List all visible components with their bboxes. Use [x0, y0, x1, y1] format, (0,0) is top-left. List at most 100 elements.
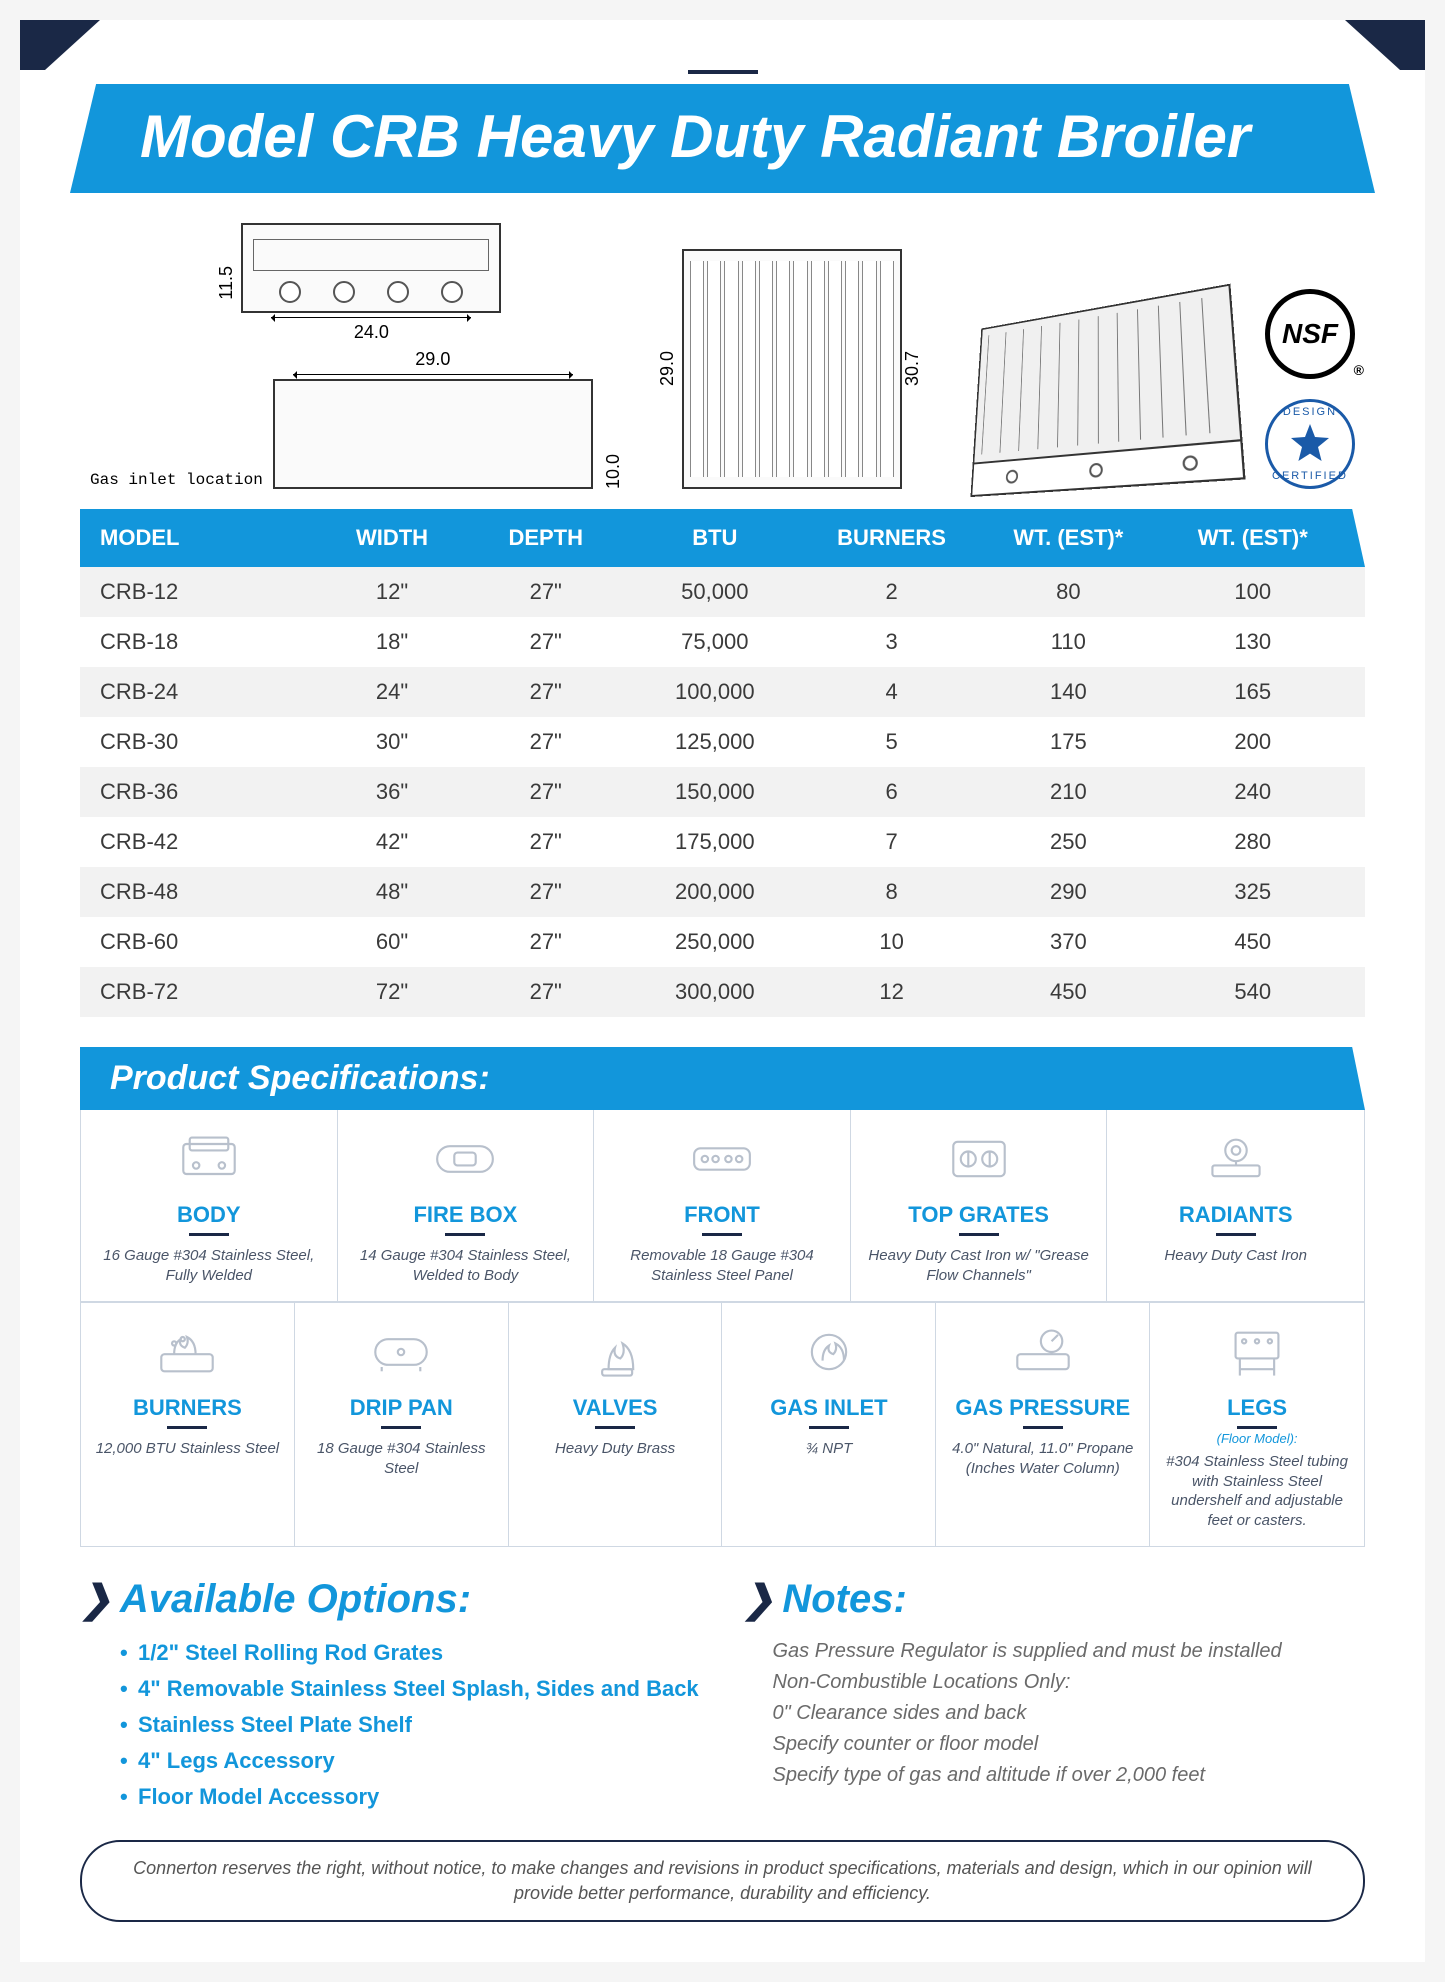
option-item: 4" Removable Stainless Steel Splash, Sid…: [120, 1676, 703, 1702]
table-cell: 3: [807, 629, 976, 655]
table-cell: 290: [976, 879, 1160, 905]
table-cell: 60": [315, 929, 469, 955]
spec-card-title: BURNERS: [133, 1395, 242, 1429]
spec-card-desc: 12,000 BTU Stainless Steel: [96, 1439, 279, 1459]
side-height-dim: 10.0: [603, 454, 624, 489]
table-cell: 18": [315, 629, 469, 655]
table-cell: 27": [469, 829, 623, 855]
table-cell: CRB-18: [100, 629, 315, 655]
notes-column: ❯ Notes: Gas Pressure Regulator is suppl…: [743, 1577, 1366, 1820]
diagram-row: 11.5 24.0 Gas inlet location 29.0 10.0: [20, 213, 1425, 509]
spec-card-title: RADIANTS: [1179, 1202, 1293, 1236]
table-cell: CRB-36: [100, 779, 315, 805]
table-cell: CRB-24: [100, 679, 315, 705]
spec-card-title: VALVES: [573, 1395, 658, 1429]
table-cell: 280: [1161, 829, 1345, 855]
table-cell: 240: [1161, 779, 1345, 805]
table-header-row: MODELWIDTHDEPTHBTUBURNERSWT. (EST)*WT. (…: [80, 509, 1365, 567]
front-view-drawing: [241, 223, 501, 313]
spec-card-icon: [570, 1317, 660, 1387]
table-cell: 24": [315, 679, 469, 705]
spec-card-desc: Heavy Duty Brass: [555, 1439, 675, 1459]
table-cell: 165: [1161, 679, 1345, 705]
table-cell: 6: [807, 779, 976, 805]
table-cell: 36": [315, 779, 469, 805]
spec-card-icon: [1212, 1317, 1302, 1387]
top-overall-dim: 30.7: [902, 351, 923, 386]
side-view-drawing: [273, 379, 593, 489]
spec-card-subtitle: (Floor Model):: [1217, 1431, 1298, 1446]
spec-card: LEGS(Floor Model):#304 Stainless Steel t…: [1150, 1303, 1364, 1546]
spec-card: DRIP PAN18 Gauge #304 Stainless Steel: [295, 1303, 509, 1546]
note-item: Specify counter or floor model: [773, 1733, 1366, 1756]
spec-card-desc: 18 Gauge #304 Stainless Steel: [305, 1439, 498, 1478]
table-cell: 75,000: [623, 629, 807, 655]
spec-cards-row-1: BODY 16 Gauge #304 Stainless Steel, Fully…: [80, 1110, 1365, 1302]
table-row: CRB-3030"27"125,0005175200: [80, 717, 1365, 767]
table-header-cell: MODEL: [100, 525, 315, 551]
table-cell: 540: [1161, 979, 1345, 1005]
table-cell: 130: [1161, 629, 1345, 655]
table-cell: CRB-30: [100, 729, 315, 755]
table-header-cell: WT. (EST)*: [1161, 525, 1345, 551]
table-row: CRB-2424"27"100,0004140165: [80, 667, 1365, 717]
table-row: CRB-3636"27"150,0006210240: [80, 767, 1365, 817]
gas-inlet-label: Gas inlet location: [90, 471, 263, 489]
notes-header: ❯ Notes:: [743, 1577, 1366, 1622]
option-item: Stainless Steel Plate Shelf: [120, 1712, 703, 1738]
table-cell: 7: [807, 829, 976, 855]
table-cell: 27": [469, 929, 623, 955]
certification-badges: NSF DESIGN CERTIFIED: [1265, 289, 1355, 489]
table-cell: 110: [976, 629, 1160, 655]
table-cell: 200: [1161, 729, 1345, 755]
table-cell: CRB-42: [100, 829, 315, 855]
side-width-dim: 29.0: [415, 349, 450, 370]
table-header-cell: BURNERS: [807, 525, 976, 551]
spec-card-title: FIRE BOX: [413, 1202, 517, 1236]
model-spec-table: MODELWIDTHDEPTHBTUBURNERSWT. (EST)*WT. (…: [80, 509, 1365, 1017]
spec-card-icon: [1191, 1124, 1281, 1194]
table-cell: 27": [469, 629, 623, 655]
specs-section-header: Product Specifications:: [80, 1047, 1365, 1110]
spec-card: GAS PRESSURE4.0" Natural, 11.0" Propane …: [936, 1303, 1150, 1546]
chevron-icon: ❯: [80, 1577, 112, 1622]
perspective-drawing: [970, 284, 1245, 497]
spec-card-desc: Removable 18 Gauge #304 Stainless Steel …: [604, 1246, 840, 1285]
spec-card-desc: 16 Gauge #304 Stainless Steel, Fully Wel…: [91, 1246, 327, 1285]
options-notes-section: ❯ Available Options: 1/2" Steel Rolling …: [80, 1577, 1365, 1820]
spec-card-desc: 4.0" Natural, 11.0" Propane (Inches Wate…: [946, 1439, 1139, 1478]
table-cell: 27": [469, 779, 623, 805]
table-cell: 42": [315, 829, 469, 855]
table-header-cell: BTU: [623, 525, 807, 551]
spec-card-title: GAS INLET: [770, 1395, 887, 1429]
spec-card: BODY 16 Gauge #304 Stainless Steel, Fully…: [81, 1110, 338, 1301]
spec-cards-row-2: BURNERS 12,000 BTU Stainless Steel DRIP PA…: [80, 1302, 1365, 1547]
table-cell: 48": [315, 879, 469, 905]
table-cell: 27": [469, 729, 623, 755]
spec-card-icon: [420, 1124, 510, 1194]
spec-sheet-page: Model CRB Heavy Duty Radiant Broiler 11.…: [20, 20, 1425, 1962]
table-row: CRB-6060"27"250,00010370450: [80, 917, 1365, 967]
table-cell: 27": [469, 579, 623, 605]
spec-card-title: LEGS: [1227, 1395, 1287, 1429]
spec-card: FIRE BOX14 Gauge #304 Stainless Steel, W…: [338, 1110, 595, 1301]
note-item: 0" Clearance sides and back: [773, 1702, 1366, 1725]
table-cell: 27": [469, 979, 623, 1005]
table-row: CRB-4242"27"175,0007250280: [80, 817, 1365, 867]
spec-card-title: TOP GRATES: [908, 1202, 1049, 1236]
table-cell: 8: [807, 879, 976, 905]
spec-card-title: BODY: [177, 1202, 241, 1236]
note-item: Gas Pressure Regulator is supplied and m…: [773, 1640, 1366, 1663]
table-cell: 50,000: [623, 579, 807, 605]
table-cell: 370: [976, 929, 1160, 955]
notes-list: Gas Pressure Regulator is supplied and m…: [743, 1640, 1366, 1787]
table-header-cell: WT. (EST)*: [976, 525, 1160, 551]
title-rule: [688, 70, 758, 74]
table-cell: 140: [976, 679, 1160, 705]
page-title: Model CRB Heavy Duty Radiant Broiler: [70, 84, 1375, 193]
spec-card-desc: Heavy Duty Cast Iron w/ "Grease Flow Cha…: [861, 1246, 1097, 1285]
chevron-icon: ❯: [743, 1577, 775, 1622]
table-cell: 12": [315, 579, 469, 605]
table-cell: 250: [976, 829, 1160, 855]
spec-card: GAS INLET¾ NPT: [722, 1303, 936, 1546]
